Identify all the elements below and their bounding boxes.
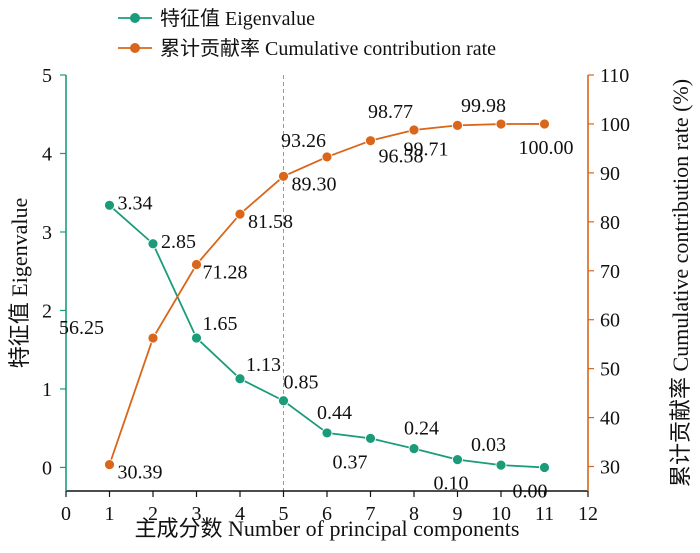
cumulative-point [191,259,202,270]
cumulative-point [234,208,246,220]
eigenvalue-data-label: 0.10 [434,473,469,495]
cumulative-point [278,170,289,182]
cumulative-point [147,332,159,344]
cumulative-point [408,124,420,136]
left-y-tick-label: 0 [42,457,52,479]
eigenvalue-point [365,433,376,444]
cumulative-point [104,459,115,471]
cumulative-point [539,118,550,130]
x-tick-label: 2 [148,503,158,525]
eigenvalue-point [408,443,420,455]
cumulative-data-label: 96.58 [379,146,424,168]
plot-area: 0 1 2 3 4 5 6 7 8 9 10 11 12012345304050607080901001… [7,65,693,541]
cumulative-point [321,151,333,163]
right-y-tick-label: 90 [600,163,620,185]
eigenvalue-data-label: 0.00 [513,480,548,502]
right-y-tick-label: 40 [600,408,620,430]
eigenvalue-data-label: 0.37 [333,451,368,473]
left-y-axis-title: 特征值 Eigenvalue [7,198,32,368]
cumulative-data-label: 99.71 [404,138,449,160]
x-tick-label: 7 [366,503,376,525]
x-tick-label: 4 [235,503,245,525]
eigenvalue-point [147,238,159,250]
right-y-tick-label: 50 [600,359,620,381]
cumulative-data-label: 30.39 [118,462,163,484]
eigenvalue-point [321,427,333,439]
eigenvalue-point [495,459,507,471]
right-y-tick-label: 80 [600,212,620,234]
eigenvalue-point [234,373,246,385]
eigenvalue-point [278,395,289,407]
left-y-tick-label: 4 [42,143,52,165]
right-y-tick-label: 110 [600,65,629,87]
x-tick-label: 5 [279,503,289,525]
left-y-tick-label: 3 [42,222,52,244]
x-tick-label: 12 [578,503,598,525]
chart-marks [104,118,550,473]
eigenvalue-point [452,454,463,466]
eigenvalue-data-label: 1.65 [203,313,238,335]
eigenvalue-data-label: 2.85 [161,231,196,253]
right-y-tick-label: 30 [600,457,620,479]
eigenvalue-point [191,332,202,344]
eigenvalue-data-label: 0.03 [471,434,506,456]
legend-marker [130,43,140,53]
cumulative-point [452,119,463,131]
cumulative-data-label: 56.25 [59,317,104,339]
right-y-tick-label: 60 [600,310,620,332]
eigenvalue-data-label: 0.44 [317,402,352,424]
eigenvalue-data-label: 3.34 [118,192,153,214]
cumulative-data-label: 81.58 [248,211,293,233]
eigenvalue-point [539,462,550,473]
cumulative-data-label: 93.26 [281,130,326,152]
right-y-tick-label: 70 [600,261,620,283]
eigenvalue-point [104,199,115,211]
x-tick-label: 1 [105,503,115,525]
cumulative-data-label: 89.30 [292,173,337,195]
x-tick-label: 0 [61,503,71,525]
x-tick-label: 6 [322,503,332,525]
left-y-tick-label: 1 [42,379,52,401]
cumulative-data-label: 98.77 [368,101,413,123]
eigenvalue-data-label: 0.24 [404,418,439,440]
x-tick-label: 11 [535,503,554,525]
right-y-axis-title: 累计贡献率 Cumulative contribution rate (%) [668,79,693,487]
eigenvalue-data-label: 0.85 [284,372,319,394]
legend: 特征值 Eigenvalue 累计贡献率 Cumulative contribut… [118,7,496,60]
cumulative-data-label: 100.00 [519,137,574,159]
cumulative-point [365,135,376,147]
left-y-tick-label: 2 [42,300,52,322]
legend-label: 累计贡献率 Cumulative contribution rate [160,37,496,60]
x-tick-label: 8 [409,503,419,525]
x-tick-label: 3 [192,503,202,525]
legend-marker [130,13,140,23]
cumulative-point [495,118,507,130]
eigenvalue-data-label: 1.13 [246,354,281,376]
right-y-tick-label: 100 [600,114,630,136]
cumulative-data-label: 99.98 [461,95,506,117]
x-axis-title: 主成分数 Number of principal components [135,516,520,541]
left-y-tick-label: 5 [42,65,52,87]
legend-label: 特征值 Eigenvalue [160,7,315,30]
cumulative-data-label: 71.28 [203,262,248,284]
x-tick-label: 9 [453,503,463,525]
chart-labels: 3.34 2.85 1.65 1.130.85 0.44 0.37 0.24 0.100.03… [59,95,574,502]
x-tick-label: 10 [491,503,511,525]
